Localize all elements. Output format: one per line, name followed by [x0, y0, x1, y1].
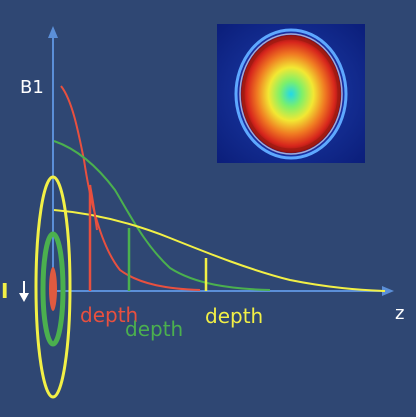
- y-axis-label: B1: [20, 77, 44, 98]
- small-coil-b1-curve: [60, 85, 201, 291]
- mri-inset-image: [217, 24, 365, 163]
- x-axis-arrowhead: [382, 286, 394, 296]
- small-coil-depth-slope: [89, 184, 98, 231]
- large-coil-b1-curve: [53, 209, 386, 292]
- current-label: I: [1, 279, 8, 303]
- x-axis-label: z: [395, 303, 404, 324]
- medium-coil: [40, 231, 66, 347]
- y-axis-arrowhead: [48, 26, 58, 38]
- current-arrow-icon: [19, 281, 29, 302]
- large-coil: [34, 175, 72, 399]
- large-coil-depth-label: depth: [205, 304, 263, 328]
- medium-coil-b1-curve: [53, 140, 271, 291]
- small-coil: [49, 267, 57, 311]
- small-coil-depth-label: depth: [80, 303, 138, 327]
- medium-coil-depth-label: depth: [125, 317, 183, 341]
